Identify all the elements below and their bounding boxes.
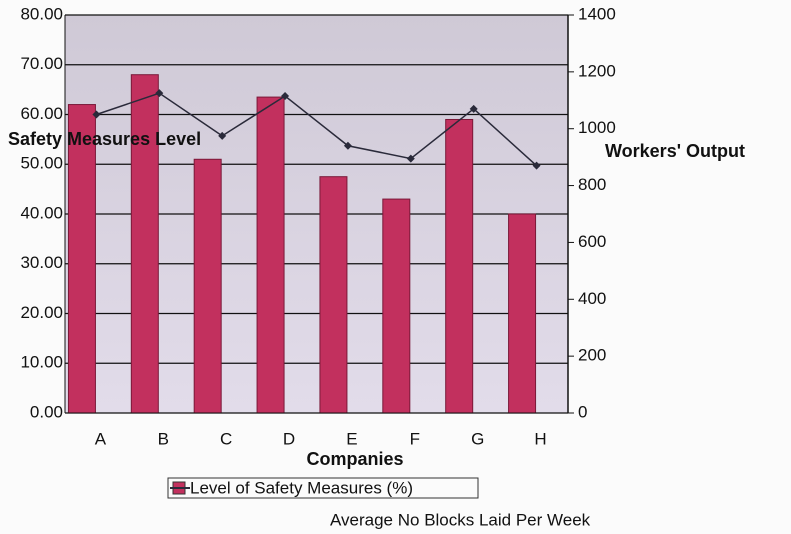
bar [256,96,285,414]
bar [67,104,96,414]
bar [193,158,222,414]
x-tick-label: E [346,429,357,448]
bar [319,176,348,414]
line-marker [155,89,164,98]
y-tick-label: 0.00 [30,402,63,421]
x-tick-label: F [410,429,420,448]
y-axis-title: Safety Measures Level [8,129,201,149]
line-marker [532,161,541,170]
x-tick-label: A [95,429,107,448]
legend-label: Average No Blocks Laid Per Week [330,510,591,529]
x-axis-title: Companies [306,449,403,469]
y2-tick-label: 1400 [578,4,616,23]
line-marker [343,141,352,150]
y-tick-label: 20.00 [20,303,63,322]
y2-tick-label: 0 [578,402,587,421]
y-tick-label: 50.00 [20,154,63,173]
legend-box [167,477,479,499]
line [96,92,538,167]
y2-axis-title: Workers' Output [605,141,745,161]
y-tick-label: 10.00 [20,353,63,372]
line-marker [406,154,415,163]
bar [130,74,159,414]
y2-tick-label: 800 [578,175,606,194]
line-marker [92,110,101,119]
y2-tick-label: 1200 [578,61,616,80]
line-marker [218,131,227,140]
marks [65,14,568,414]
bar [445,118,474,414]
x-tick-label: B [158,429,169,448]
y-tick-label: 30.00 [20,253,63,272]
y-tick-label: 80.00 [20,4,63,23]
x-tick-label: C [220,429,232,448]
y-tick-label: 70.00 [20,54,63,73]
line-marker [469,104,478,113]
bar [508,213,537,414]
y-tick-label: 60.00 [20,104,63,123]
legend-label: Level of Safety Measures (%) [190,478,413,497]
y2-tick-label: 1000 [578,118,616,137]
x-tick-label: D [283,429,295,448]
x-tick-label: H [534,429,546,448]
y-tick-label: 40.00 [20,203,63,222]
line-marker [281,92,290,101]
y2-tick-label: 200 [578,346,606,365]
bar [382,198,411,414]
y2-tick-label: 400 [578,289,606,308]
x-tick-label: G [471,429,484,448]
y2-tick-label: 600 [578,232,606,251]
